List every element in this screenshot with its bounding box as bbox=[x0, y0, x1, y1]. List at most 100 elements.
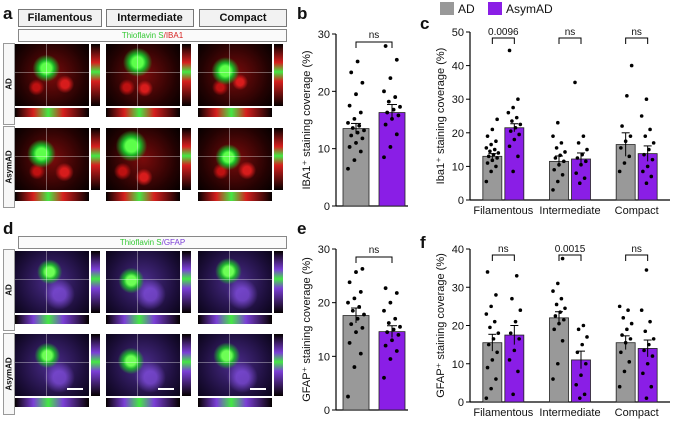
chart-b-point bbox=[382, 155, 386, 160]
legend-swatch-asymad bbox=[488, 2, 503, 15]
chart-f-point bbox=[645, 361, 650, 366]
chart-c-xtick-label: Filamentous bbox=[473, 205, 533, 217]
micrograph-bottom-red-r1-c1 bbox=[106, 192, 180, 201]
chart-f-point bbox=[622, 369, 627, 374]
chart-f-point bbox=[648, 319, 652, 324]
chart-c-point bbox=[644, 181, 649, 185]
row-label-ad-top: AD bbox=[3, 43, 15, 125]
chart-f-point bbox=[562, 317, 566, 322]
micrograph-bottom-purple-r0-c1 bbox=[106, 315, 180, 324]
chart-c-point bbox=[492, 147, 497, 152]
chart-e-point bbox=[346, 394, 350, 399]
chart-c-point bbox=[585, 147, 589, 152]
chart-c-point bbox=[581, 134, 586, 138]
chart-f-point bbox=[585, 335, 589, 339]
chart-f-point bbox=[507, 358, 512, 362]
chart-b-point bbox=[354, 141, 358, 145]
chart-f-sig-label: ns bbox=[631, 244, 642, 255]
chart-c-ytick-label: 30 bbox=[452, 94, 464, 106]
chart-e-point bbox=[357, 305, 362, 309]
chart-c-point bbox=[574, 171, 578, 175]
chart-e-point bbox=[360, 266, 365, 271]
stain-label-thioflavin-2: Thioflavin S bbox=[119, 238, 162, 247]
chart-f-point bbox=[644, 396, 649, 400]
chart-c-point bbox=[516, 154, 520, 159]
chart-b-point bbox=[350, 126, 355, 130]
chart-c-point bbox=[496, 151, 501, 155]
chart-c-point bbox=[491, 152, 496, 157]
chart-c-point bbox=[557, 162, 561, 167]
chart-f-point bbox=[514, 273, 519, 278]
chart-c-point bbox=[650, 157, 655, 162]
legend-label-asymad: AsymAD bbox=[506, 2, 553, 16]
chart-e-point bbox=[350, 308, 355, 313]
chart-c-ylabel: Iba1⁺ staining coverage (%) bbox=[435, 48, 447, 185]
micrograph-bottom-red-r1-c0 bbox=[15, 192, 89, 201]
chart-e-point bbox=[388, 300, 393, 305]
row-label-ad-bottom: AD bbox=[3, 249, 15, 331]
chart-b-point bbox=[352, 116, 357, 121]
chart-f-point bbox=[556, 361, 560, 366]
panel-label-a: a bbox=[3, 4, 13, 23]
chart-c-point bbox=[578, 181, 582, 185]
chart-f-ylabel: GFAP⁺ staining coverage (%) bbox=[435, 253, 447, 398]
chart-c-point bbox=[625, 94, 629, 98]
chart-f-point bbox=[628, 337, 633, 341]
chart-b-point bbox=[357, 123, 362, 128]
chart-e-point bbox=[390, 338, 394, 343]
scale-bar bbox=[250, 388, 266, 390]
chart-f-point bbox=[582, 392, 587, 397]
chart-f-bar-Intermediate-AD bbox=[549, 317, 569, 403]
chart-f-bar-Filamentous-AD bbox=[482, 342, 503, 403]
stain-label-iba1-part: /IBA1 bbox=[163, 31, 184, 40]
micrograph-side-purple-r1-c2 bbox=[274, 334, 283, 396]
micrograph-bottom-purple-r1-c1 bbox=[106, 398, 180, 407]
chart-b-point bbox=[346, 166, 350, 171]
chart-b-ytick-label: 10 bbox=[318, 144, 330, 156]
chart-b-point bbox=[362, 128, 366, 133]
micrograph-bottom-purple-r0-c2 bbox=[198, 315, 272, 324]
chart-f-point bbox=[491, 337, 496, 341]
chart-f-point bbox=[581, 323, 586, 328]
chart-f-point bbox=[553, 314, 558, 318]
legend: AD AsymAD bbox=[440, 2, 553, 16]
chart-e-point bbox=[398, 324, 402, 329]
chart-f-point bbox=[625, 327, 629, 332]
chart-c-point bbox=[554, 146, 559, 150]
chart-e-point bbox=[362, 312, 366, 317]
chart-c-point bbox=[511, 105, 515, 110]
chart-e-ytick-label: 20 bbox=[318, 298, 330, 310]
chart-f-point bbox=[508, 331, 513, 335]
chart-f-ytick-label: 30 bbox=[452, 282, 464, 294]
micrograph-red-r1-c2 bbox=[198, 128, 272, 190]
chart-e-point bbox=[358, 290, 363, 294]
chart-c-point bbox=[573, 80, 577, 85]
chart-f-point bbox=[576, 327, 581, 332]
chart-c-point bbox=[651, 141, 656, 145]
chart-f-point bbox=[557, 321, 561, 326]
chart-f-point bbox=[490, 358, 495, 362]
legend-item-asymad: AsymAD bbox=[488, 2, 553, 16]
row-label-asymad-top: AsymAD bbox=[3, 126, 15, 208]
chart-c-point bbox=[490, 158, 495, 163]
chart-c-sig-bracket bbox=[491, 37, 515, 44]
column-header-filamentous: Filamentous bbox=[18, 9, 102, 27]
legend-item-ad: AD bbox=[440, 2, 475, 16]
chart-e-point bbox=[385, 330, 390, 335]
chart-c-point bbox=[514, 115, 519, 120]
micrograph-side-purple-r0-c1 bbox=[182, 251, 191, 313]
chart-e-point bbox=[352, 296, 357, 301]
chart-f-point bbox=[495, 350, 499, 355]
chart-c-point bbox=[644, 97, 649, 101]
chart-c-point bbox=[553, 156, 558, 160]
micrograph-side-red-r1-c2 bbox=[274, 128, 283, 190]
chart-e-point bbox=[386, 321, 391, 325]
chart-f-point bbox=[650, 354, 655, 358]
chart-e-point bbox=[382, 375, 386, 380]
chart-e-point bbox=[383, 286, 388, 291]
chart-c-point bbox=[648, 127, 652, 132]
micrograph-red-r1-c1 bbox=[106, 128, 180, 190]
legend-label-ad: AD bbox=[458, 2, 475, 16]
chart-c-point bbox=[489, 142, 493, 147]
micrograph-bottom-purple-r0-c0 bbox=[15, 315, 89, 324]
